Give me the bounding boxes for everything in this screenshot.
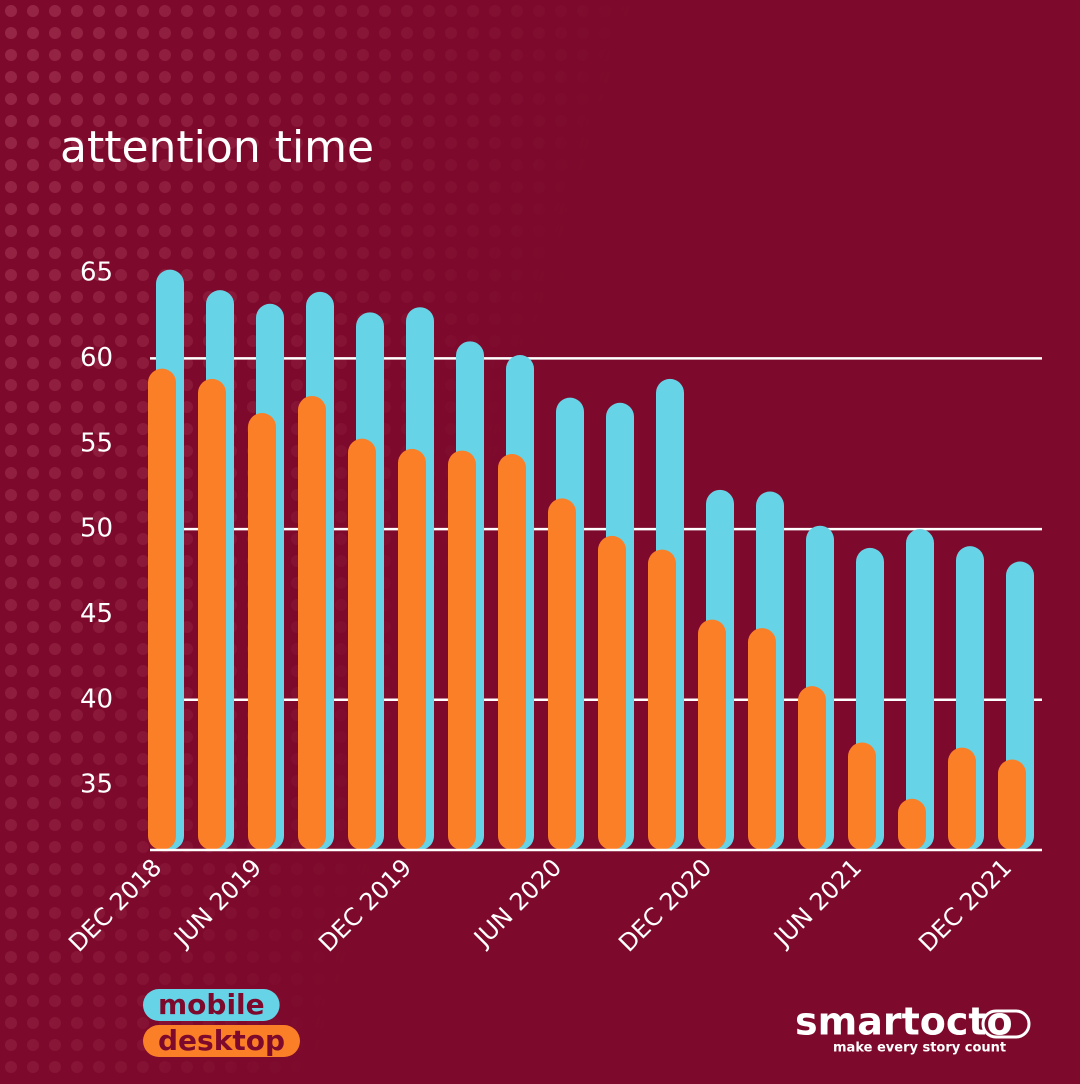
- y-tick-label: 55: [80, 428, 113, 458]
- brand-tagline: make every story count: [833, 1041, 1006, 1056]
- brand-toggle: [981, 1009, 1031, 1039]
- bar: [648, 549, 676, 850]
- legend-swatch: [143, 1025, 300, 1057]
- bar: [298, 395, 326, 850]
- y-tick-label: 60: [80, 343, 113, 373]
- y-tick-label: 40: [80, 684, 113, 714]
- bar: [906, 529, 934, 850]
- bar: [798, 686, 826, 850]
- bar: [248, 413, 276, 850]
- y-tick-label: 65: [80, 258, 113, 288]
- bar: [448, 450, 476, 850]
- bar: [998, 759, 1026, 850]
- y-tick-label: 45: [80, 599, 113, 629]
- y-tick-label: 50: [80, 514, 113, 544]
- y-tick-label: 35: [80, 770, 113, 800]
- legend-label: mobile: [158, 988, 265, 1021]
- bar: [598, 535, 626, 850]
- brand-name: smartocto: [795, 1000, 1013, 1044]
- chart-title: attention time: [60, 122, 374, 173]
- bar: [148, 368, 176, 850]
- bar: [948, 747, 976, 850]
- bar: [398, 448, 426, 850]
- bar: [198, 378, 226, 850]
- bar: [898, 798, 926, 850]
- bar: [748, 628, 776, 850]
- bar: [348, 438, 376, 850]
- legend-swatch: [143, 989, 280, 1021]
- legend-label: desktop: [158, 1024, 285, 1057]
- bar: [698, 619, 726, 850]
- bar: [848, 742, 876, 850]
- bar: [498, 454, 526, 850]
- bar: [548, 498, 576, 850]
